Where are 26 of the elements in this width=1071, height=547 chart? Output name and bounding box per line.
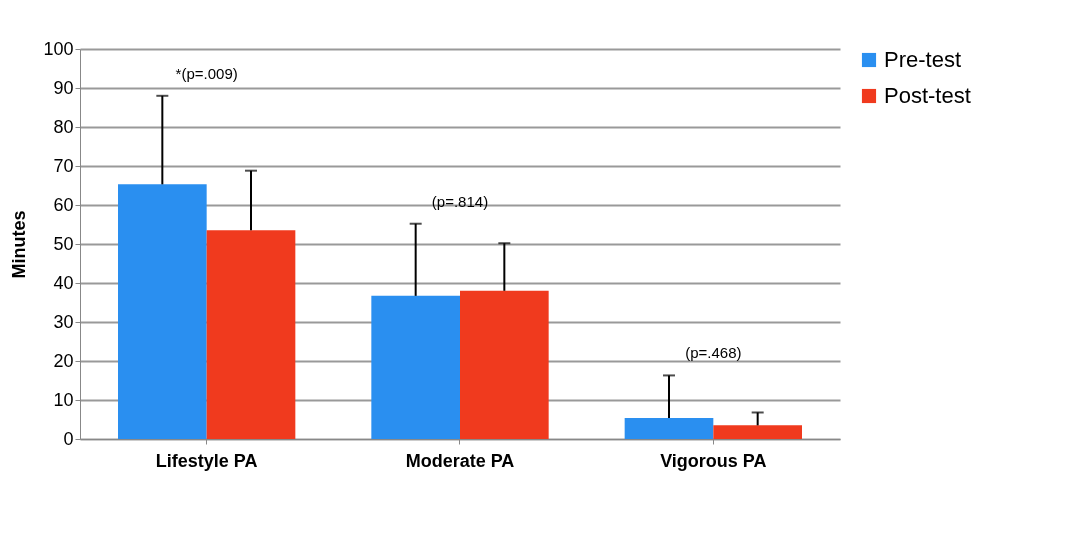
y-tick-label: 100 xyxy=(43,38,74,59)
x-tick-label: Vigorous PA xyxy=(660,450,767,471)
bar xyxy=(371,295,460,439)
x-tick-label: Moderate PA xyxy=(405,450,515,471)
y-tick-label: 80 xyxy=(53,116,74,137)
legend-label: Post-test xyxy=(884,83,971,108)
y-tick-label: 50 xyxy=(53,233,74,254)
annotation: (p=.468) xyxy=(685,344,742,362)
y-tick-label: 40 xyxy=(53,272,74,293)
y-tick-label: 20 xyxy=(53,350,74,371)
y-tick-label: 60 xyxy=(53,194,74,215)
bar xyxy=(118,184,207,439)
bar xyxy=(624,417,714,439)
y-tick-label: 0 xyxy=(63,428,74,449)
annotation: (p=.814) xyxy=(431,192,489,210)
bar xyxy=(460,290,549,439)
bar xyxy=(713,425,802,439)
legend-label: Pre-test xyxy=(884,47,962,72)
y-tick-label: 90 xyxy=(53,77,74,98)
y-tick-label: 10 xyxy=(53,389,74,410)
annotation: *(p=.009) xyxy=(175,64,238,82)
y-tick-label: 30 xyxy=(53,311,74,332)
bar xyxy=(206,230,296,439)
y-tick-label: 70 xyxy=(53,155,74,176)
y-axis-title: Minutes xyxy=(9,210,30,279)
x-tick-label: Lifestyle PA xyxy=(155,450,258,471)
